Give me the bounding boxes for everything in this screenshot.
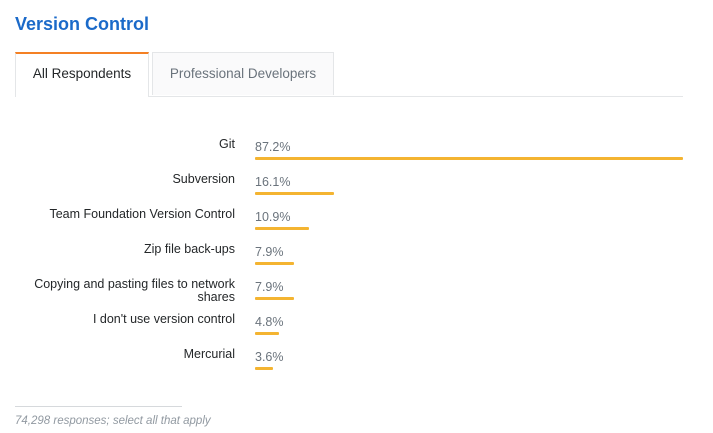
chart-row: I don't use version control 4.8% <box>0 305 713 340</box>
value-label: 7.9% <box>255 280 284 294</box>
tab-professional-developers[interactable]: Professional Developers <box>152 52 334 95</box>
chart-row: Subversion 16.1% <box>0 165 713 200</box>
respondent-tabs: All Respondents Professional Developers <box>15 52 683 97</box>
bar <box>255 227 309 230</box>
bar <box>255 157 683 160</box>
bar <box>255 297 294 300</box>
chart-row: Mercurial 3.6% <box>0 340 713 375</box>
category-label: Git <box>219 137 235 151</box>
category-label: Team Foundation Version Control <box>49 207 235 221</box>
category-label: Zip file back-ups <box>143 242 235 256</box>
category-label: I don't use version control <box>92 312 235 326</box>
category-label: Mercurial <box>183 347 235 361</box>
value-label: 10.9% <box>255 210 291 224</box>
value-label: 7.9% <box>255 245 284 259</box>
footnote-divider <box>15 406 182 407</box>
page-title: Version Control <box>15 14 150 34</box>
value-label: 16.1% <box>255 175 291 189</box>
category-label: Subversion <box>172 172 235 186</box>
version-control-chart: Git 87.2% Subversion 16.1% Team Foundation V… <box>0 130 713 380</box>
value-label: 4.8% <box>255 315 284 329</box>
bar <box>255 192 334 195</box>
chart-row: Copying and pasting files to network sha… <box>0 270 713 305</box>
tab-all-respondents[interactable]: All Respondents <box>15 52 149 97</box>
responses-footnote: 74,298 responses; select all that apply <box>15 415 211 427</box>
chart-row: Team Foundation Version Control 10.9% <box>0 200 713 235</box>
bar <box>255 332 279 335</box>
chart-row: Git 87.2% <box>0 130 713 165</box>
bar <box>255 262 294 265</box>
category-label: Copying and pasting files to network sha… <box>34 277 235 304</box>
value-label: 3.6% <box>255 350 284 364</box>
bar <box>255 367 273 370</box>
value-label: 87.2% <box>255 140 291 154</box>
chart-row: Zip file back-ups 7.9% <box>0 235 713 270</box>
